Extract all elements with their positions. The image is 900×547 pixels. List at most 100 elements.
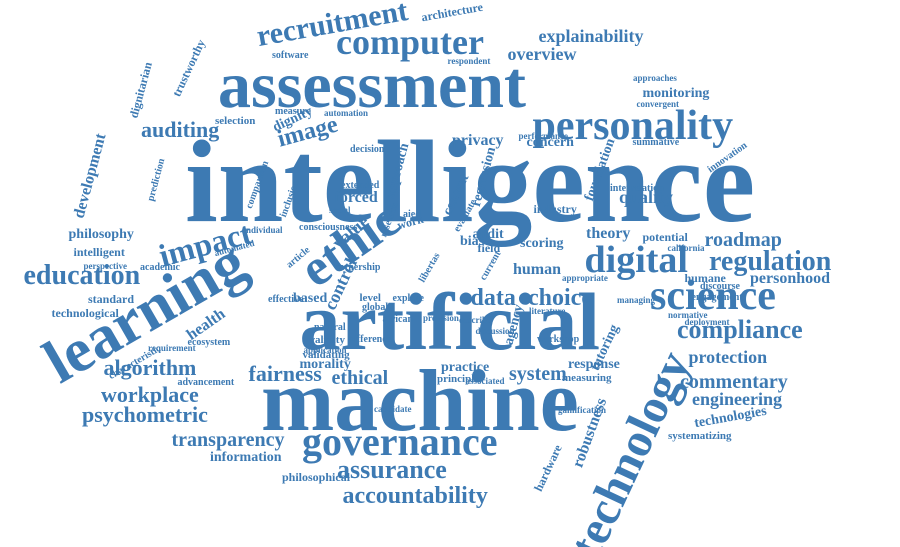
word-effective: effective: [268, 294, 304, 305]
word-digital: digital: [584, 239, 688, 281]
word-measuring: measuring: [562, 371, 612, 384]
word-artificial: artificial: [299, 276, 601, 367]
word-explainability: explainability: [538, 26, 644, 46]
word-intelligent: intelligent: [73, 245, 125, 259]
word-information: information: [210, 450, 282, 465]
word-approaches: approaches: [633, 72, 677, 83]
word-human: human: [513, 261, 562, 278]
word-algorithm: algorithm: [103, 355, 197, 380]
word-normative: normative: [668, 309, 708, 320]
word-level: level: [359, 291, 381, 304]
word-audit: audit: [472, 227, 504, 242]
word-literature: literature: [529, 305, 566, 316]
word-interrelation: interrelation: [610, 183, 664, 194]
word-scoring: scoring: [520, 236, 564, 251]
word-requirement: requirement: [148, 342, 196, 353]
word-decision: decision: [350, 144, 385, 155]
word-industry: industry: [533, 202, 577, 216]
word-associated: associated: [465, 375, 505, 386]
word-theory: theory: [586, 225, 631, 242]
word-difference: difference: [348, 334, 392, 345]
word-global: global: [362, 302, 389, 313]
word-validating: validating: [302, 348, 350, 361]
word-development: development: [70, 131, 110, 221]
word-african: african: [382, 314, 414, 325]
word-monitoring: monitoring: [642, 86, 710, 101]
word-commentary: commentary: [680, 371, 788, 393]
word-system: system: [509, 363, 567, 385]
word-ecosystem: ecosystem: [187, 337, 231, 348]
word-individual: individual: [243, 224, 283, 235]
word-governance: governance: [302, 419, 498, 464]
word-dignitarian: dignitarian: [125, 60, 155, 120]
word-explore: explore: [392, 293, 424, 304]
word-describe: describe: [459, 314, 491, 325]
word-ownership: ownership: [336, 262, 381, 273]
word-validity: validity: [309, 333, 345, 346]
word-engineering: engineering: [692, 389, 782, 409]
word-consciousness: consciousness: [299, 222, 358, 233]
word-trustworthy: trustworthy: [168, 37, 208, 99]
word-performance: performance: [518, 130, 568, 141]
word-workplace: workplace: [101, 382, 199, 407]
word-assurance: assurance: [337, 455, 447, 484]
word-measure: measure: [275, 106, 311, 117]
word-engagement: engagement: [691, 292, 743, 303]
word-computer: computer: [336, 22, 484, 62]
word-selection: selection: [215, 114, 256, 127]
word-personhood: personhood: [750, 270, 831, 287]
word-intelligence: intelligence: [185, 116, 756, 247]
word-extended: extended: [341, 180, 380, 191]
word-deployment: deployment: [684, 316, 730, 327]
word-software: software: [272, 50, 309, 61]
word-morality: morality: [299, 357, 351, 372]
word-concern: concern: [526, 135, 574, 150]
word-philosophical: philosophical: [282, 470, 351, 484]
word-science: science: [650, 273, 776, 319]
word-response: response: [568, 357, 620, 372]
word-humane: humane: [684, 271, 726, 285]
word-accountability: accountability: [342, 483, 488, 509]
word-aied: aied: [403, 209, 421, 220]
word-practice: practice: [441, 360, 490, 375]
word-social: social: [329, 204, 351, 215]
word-forced: forced: [334, 189, 378, 206]
word-gamification: gamification: [558, 404, 606, 415]
word-systematizing: systematizing: [668, 429, 732, 442]
word-discourse: discourse: [700, 281, 740, 292]
word-advancement: advancement: [177, 377, 235, 388]
word-privacy: privacy: [452, 132, 504, 149]
word-philosophy: philosophy: [68, 227, 134, 242]
word-convergent: convergent: [636, 98, 680, 109]
word-regulation: regulation: [709, 246, 832, 277]
word-roadmap: roadmap: [704, 229, 782, 251]
word-prediction: prediction: [145, 157, 168, 203]
word-respondent: respondent: [447, 55, 491, 66]
word-data: data: [470, 285, 516, 311]
word-architecture: architecture: [420, 0, 484, 25]
word-workshop: workshop: [537, 334, 580, 345]
word-candidate: candidate: [374, 403, 412, 414]
word-provision: provision: [423, 312, 459, 323]
word-protection: protection: [688, 347, 768, 367]
word-overview: overview: [507, 44, 577, 64]
word-assessment: assessment: [218, 49, 526, 122]
word-discussion: discussion: [475, 325, 515, 336]
word-auditing: auditing: [141, 117, 220, 142]
word-natural: natural: [314, 322, 346, 333]
word-application: application: [303, 344, 347, 355]
word-appropriate: appropriate: [562, 272, 608, 283]
word-standard: standard: [88, 292, 135, 306]
word-academic: academic: [140, 262, 180, 273]
word-field: field: [477, 241, 501, 255]
word-compliance: compliance: [677, 315, 803, 344]
word-psychometric: psychometric: [82, 402, 208, 427]
word-based: based: [293, 291, 328, 306]
word-personality: personality: [532, 103, 734, 149]
word-hardware: hardware: [531, 442, 565, 494]
word-education: education: [23, 260, 141, 291]
word-machine: machine: [261, 353, 579, 450]
word-perspective: perspective: [83, 260, 127, 271]
word-principle: principle: [437, 372, 480, 385]
